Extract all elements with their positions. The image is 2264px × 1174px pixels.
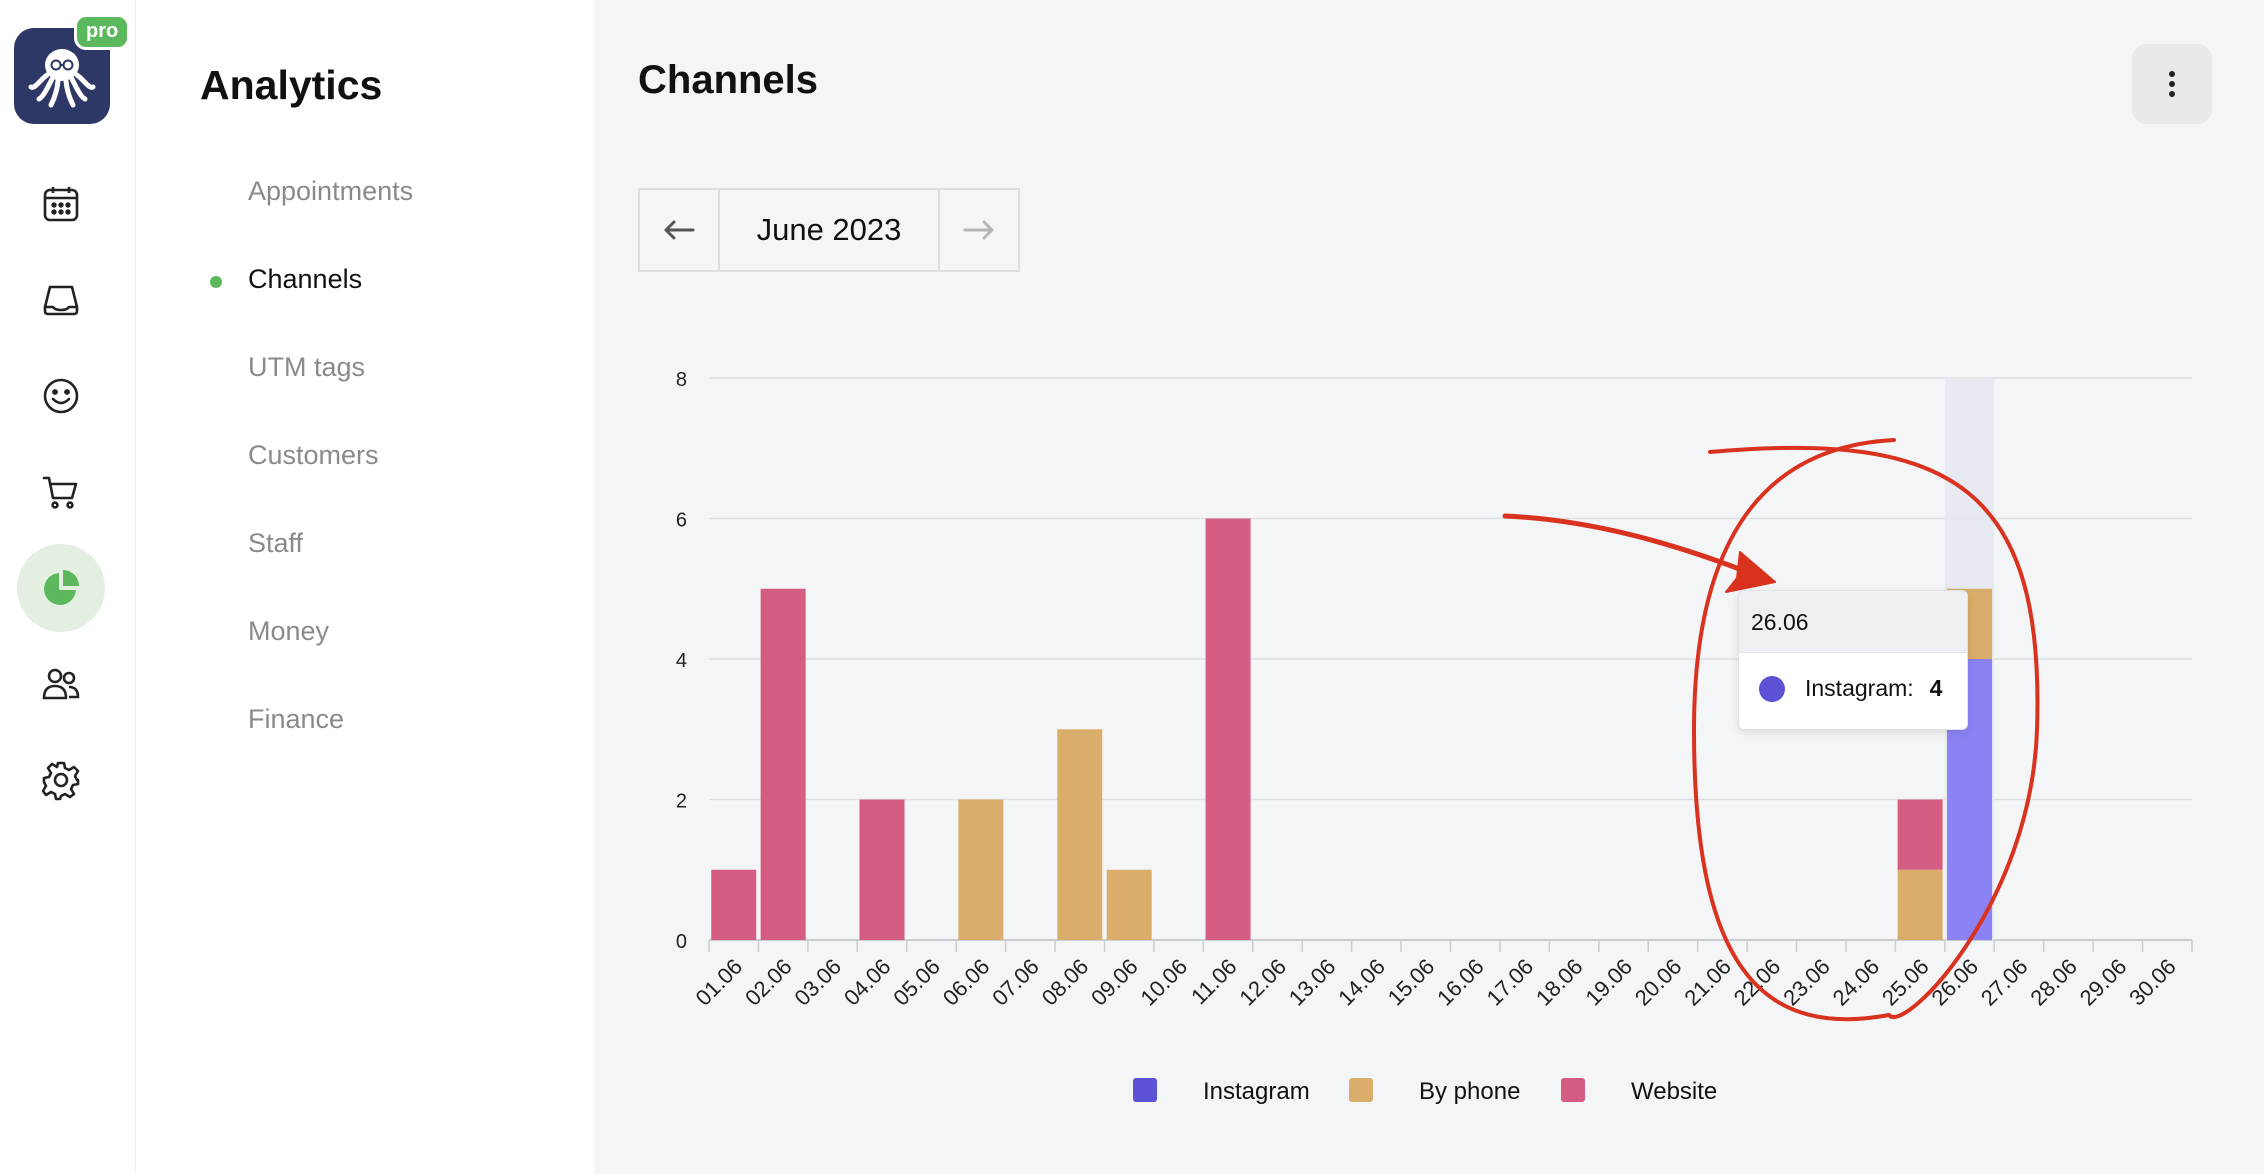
x-tick-label: 01.06: [691, 954, 748, 1011]
sidebar-item-finance[interactable]: Finance: [248, 704, 345, 734]
x-tick-label: 13.06: [1284, 954, 1341, 1011]
x-tick-label: 10.06: [1136, 954, 1193, 1011]
bar-by-phone-06.06: [958, 799, 1004, 940]
x-tick-label: 19.06: [1580, 954, 1637, 1011]
main-content: Channels June 2023: [594, 0, 2264, 1174]
x-tick-label: 05.06: [888, 954, 945, 1011]
chart-tooltip: 26.06 Instagram: 4: [1738, 590, 1968, 730]
annotation-arrow-head: [1725, 551, 1776, 593]
bar-website-02.06: [760, 588, 806, 940]
shop-button[interactable]: [17, 448, 105, 536]
next-month-button[interactable]: [938, 190, 1018, 270]
tray-button[interactable]: [17, 256, 105, 344]
x-tick-label: 06.06: [938, 954, 995, 1011]
arrow-left-icon: [664, 220, 695, 240]
x-tick-label: 09.06: [1086, 954, 1143, 1011]
y-tick-label: 6: [676, 510, 687, 532]
analytics-sidebar: Analytics Appointments Channels UTM tags…: [136, 0, 594, 1174]
x-tick-label: 02.06: [740, 954, 797, 1011]
sidebar-item-customers[interactable]: Customers: [248, 440, 379, 470]
x-tick-label: 17.06: [1482, 954, 1539, 1011]
customers-button[interactable]: [17, 352, 105, 440]
users-icon: [42, 668, 80, 700]
active-indicator-dot: [210, 276, 222, 288]
pie-chart-icon: [44, 570, 79, 605]
bar-by-phone-25.06: [1897, 869, 1943, 940]
tooltip-value: 4: [1929, 675, 1943, 701]
sidebar-item-channels[interactable]: Channels: [248, 264, 363, 294]
legend-label-website[interactable]: Website: [1631, 1078, 1718, 1105]
sidebar-item-staff[interactable]: Staff: [248, 528, 304, 558]
y-tick-label: 0: [676, 931, 687, 953]
icon-rail: pro: [0, 0, 136, 1174]
legend-label-instagram[interactable]: Instagram: [1203, 1078, 1310, 1105]
sidebar-item-appointments[interactable]: Appointments: [248, 176, 414, 206]
analytics-button[interactable]: [17, 544, 105, 632]
bar-website-04.06: [859, 799, 905, 940]
x-tick-label: 16.06: [1432, 954, 1489, 1011]
legend-swatch-website: [1561, 1078, 1585, 1102]
x-tick-label: 12.06: [1234, 954, 1291, 1011]
x-tick-label: 08.06: [1037, 954, 1094, 1011]
legend-swatch-by-phone: [1349, 1078, 1373, 1102]
x-tick-label: 20.06: [1630, 954, 1687, 1011]
x-tick-label: 30.06: [2124, 954, 2181, 1011]
y-tick-label: 4: [676, 650, 687, 672]
staff-button[interactable]: [17, 640, 105, 728]
pro-badge: pro: [74, 14, 131, 50]
sidebar-title: Analytics: [200, 62, 383, 108]
tooltip-series-dot: [1759, 675, 1785, 702]
legend-swatch-instagram: [1133, 1078, 1157, 1102]
bar-by-phone-09.06: [1106, 869, 1152, 940]
channels-chart: 0 2 4 6 8 01.0602.0603.0604.0605.0606.0607.06…: [676, 369, 2193, 1022]
bar-by-phone-08.06: [1057, 729, 1103, 940]
x-tick-label: 23.06: [1778, 954, 1835, 1011]
gear-icon: [41, 761, 80, 801]
page-title: Channels: [638, 58, 819, 102]
x-tick-label: 24.06: [1828, 954, 1885, 1011]
x-tick-label: 07.06: [987, 954, 1044, 1011]
more-options-button[interactable]: [2132, 44, 2212, 124]
x-tick-label: 21.06: [1679, 954, 1736, 1011]
annotation-arrow-line: [1502, 513, 1758, 578]
sidebar-item-utm-tags[interactable]: UTM tags: [248, 352, 366, 382]
settings-button[interactable]: [17, 736, 105, 824]
legend-label-by-phone[interactable]: By phone: [1419, 1078, 1521, 1105]
calendar-button[interactable]: [17, 160, 105, 248]
x-tick-label: 29.06: [2075, 954, 2132, 1011]
x-tick-label: 14.06: [1333, 954, 1390, 1011]
x-tick-label: 11.06: [1186, 954, 1241, 1009]
kebab-menu-icon: [2169, 71, 2175, 97]
x-tick-label: 28.06: [2025, 954, 2082, 1011]
x-tick-label: 18.06: [1531, 954, 1588, 1011]
tooltip-series-label: Instagram:: [1805, 675, 1914, 701]
tray-icon: [43, 285, 79, 316]
annotation-circle: [1691, 438, 2040, 1022]
y-tick-label: 2: [676, 791, 687, 813]
x-tick-label: 03.06: [790, 954, 847, 1011]
previous-month-button[interactable]: [640, 190, 720, 270]
y-tick-label: 8: [676, 369, 687, 391]
calendar-icon: [43, 187, 79, 222]
arrow-right-icon: [963, 220, 994, 240]
x-tick-label: 27.06: [1976, 954, 2033, 1011]
octopus-logo-icon: [28, 49, 96, 108]
x-tick-label: 15.06: [1383, 954, 1440, 1011]
x-tick-label: 04.06: [839, 954, 896, 1011]
month-navigator: June 2023: [638, 188, 1020, 272]
cart-icon: [42, 476, 78, 509]
x-tick-label: 25.06: [1877, 954, 1934, 1011]
bar-website-25.06: [1897, 799, 1943, 870]
bar-website-11.06: [1205, 518, 1251, 940]
tooltip-title: 26.06: [1739, 591, 1967, 653]
bar-website-01.06: [711, 869, 757, 940]
smiley-icon: [43, 378, 79, 414]
sidebar-item-money[interactable]: Money: [248, 616, 330, 646]
current-month-label: June 2023: [756, 212, 902, 247]
